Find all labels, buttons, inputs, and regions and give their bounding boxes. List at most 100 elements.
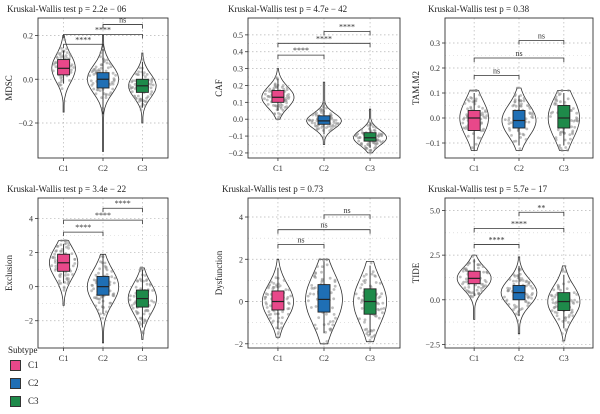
legend-item-c1: C1 [10,359,80,373]
data-point [54,264,58,268]
data-point [552,288,556,292]
data-point [322,135,326,138]
data-point [572,119,576,123]
data-point [360,128,364,132]
significance-bracket [277,42,371,48]
data-point [73,258,77,261]
data-point [516,319,520,323]
data-point [282,279,286,282]
data-point [481,106,484,110]
data-point [330,117,333,121]
box-c2 [512,110,526,129]
data-point [527,301,531,305]
data-point [71,264,75,268]
data-point [379,307,383,311]
data-point [331,123,335,127]
data-point [96,308,100,312]
data-point [334,118,338,122]
legend-label-c3: C3 [28,396,39,406]
data-point [132,294,136,298]
data-point [474,89,478,92]
data-point [51,69,55,73]
data-point [363,320,366,324]
significance-bracket [277,54,325,60]
data-point [558,143,562,147]
data-point [102,92,106,95]
data-point [507,122,511,126]
panel-2: Kruskal-Wallis test p = 4.7e − 42 CAF −0.2… [214,4,401,173]
data-point [380,292,383,296]
data-point [89,79,93,83]
data-point [109,83,112,86]
data-point [150,78,154,82]
y-tick-label: 0.1 [233,98,243,107]
data-point [375,301,379,305]
data-point [573,298,576,302]
data-point [150,90,154,93]
data-point [145,73,149,76]
x-tick-label: C2 [319,353,329,363]
data-point [518,272,522,276]
data-point [265,306,269,309]
data-point [365,327,368,331]
data-point [109,301,113,305]
data-point [267,95,270,98]
data-point [481,129,485,133]
data-point [138,277,142,281]
data-point [145,282,149,286]
data-point [483,279,487,282]
data-point [143,319,147,322]
significance-label: ** [537,203,545,212]
data-point [99,295,103,299]
data-point [325,126,328,129]
significance-label: ns [515,49,522,58]
y-tick-label: −0.2 [228,149,243,158]
data-point [337,122,340,125]
data-point [375,142,379,145]
data-point [59,249,62,253]
data-point [570,109,573,112]
data-point [377,316,381,320]
data-point [566,97,570,101]
data-point [357,296,361,300]
data-point [101,316,104,320]
data-point [105,61,109,65]
chart-title: Kruskal-Wallis test p = 5.7e − 17 [428,184,548,194]
data-point [268,316,272,320]
data-point [148,312,152,316]
data-point [314,305,318,308]
data-point [71,273,74,276]
y-tick-label: 2.5 [430,251,440,260]
chart-title: Kruskal-Wallis test p = 3.4e − 22 [7,184,126,194]
x-tick-label: C1 [469,353,479,363]
data-point [381,140,385,143]
data-point [467,261,471,265]
data-point [108,62,112,65]
data-point [514,104,518,108]
data-point [280,326,283,330]
significance-label: **** [511,219,527,228]
significance-label: ns [297,235,304,244]
data-point [142,279,146,283]
data-point [139,287,143,291]
y-axis-label: Dysfunction [214,250,224,295]
data-point [368,338,372,342]
data-point [332,288,336,291]
data-point [559,133,562,137]
data-point [334,316,337,320]
data-point [555,99,559,103]
significance-bracket [277,244,325,249]
data-point [67,246,70,250]
data-point [94,304,98,308]
y-tick-label: 0.0 [23,75,33,84]
data-point [482,115,486,119]
data-point [106,66,110,70]
significance-bracket [277,229,371,234]
data-point [320,111,323,114]
data-point [366,330,370,333]
data-point [273,312,277,316]
data-point [466,263,470,267]
legend-label-c1: C1 [28,360,39,370]
data-point [65,245,68,249]
data-point [560,332,564,335]
